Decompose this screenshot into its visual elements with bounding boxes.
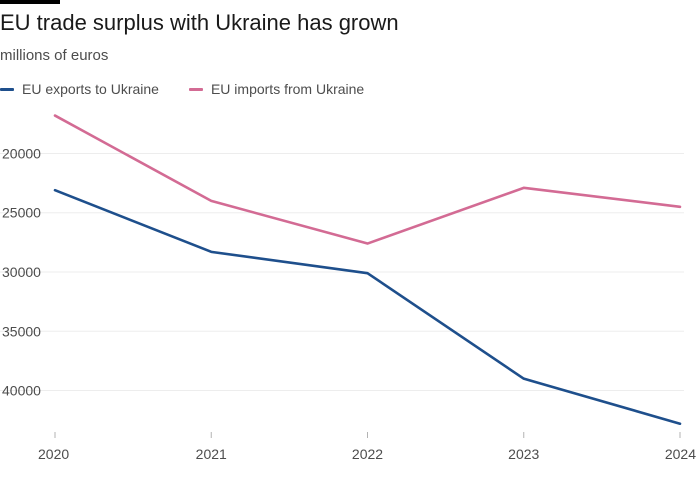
brand-bar xyxy=(0,0,60,4)
y-tick-label: 40000 xyxy=(2,383,41,399)
y-tick-label: 30000 xyxy=(2,264,41,280)
y-tick-label: 20000 xyxy=(2,145,41,161)
chart-subtitle: millions of euros xyxy=(0,47,109,64)
legend-swatch-exports xyxy=(0,87,14,91)
y-tick-label: 25000 xyxy=(2,205,41,221)
legend: EU exports to Ukraine EU imports from Uk… xyxy=(0,79,394,99)
y-tick-label: 35000 xyxy=(2,323,41,339)
x-tick-label: 2023 xyxy=(508,446,539,462)
x-tick-label: 2022 xyxy=(352,446,383,462)
series-line-exports xyxy=(53,188,682,426)
legend-swatch-imports xyxy=(188,87,203,91)
legend-item-imports: EU imports from Ukraine xyxy=(188,81,365,97)
legend-item-exports: EU exports to Ukraine xyxy=(0,81,159,97)
legend-label-exports: EU exports to Ukraine xyxy=(22,81,159,97)
chart-title: EU trade surplus with Ukraine has grown xyxy=(0,10,399,35)
x-tick-label: 2020 xyxy=(38,446,69,462)
x-tick-label: 2021 xyxy=(196,446,227,462)
legend-label-imports: EU imports from Ukraine xyxy=(210,81,365,97)
x-tick-label: 2024 xyxy=(665,446,696,462)
series-line-imports xyxy=(53,114,682,245)
